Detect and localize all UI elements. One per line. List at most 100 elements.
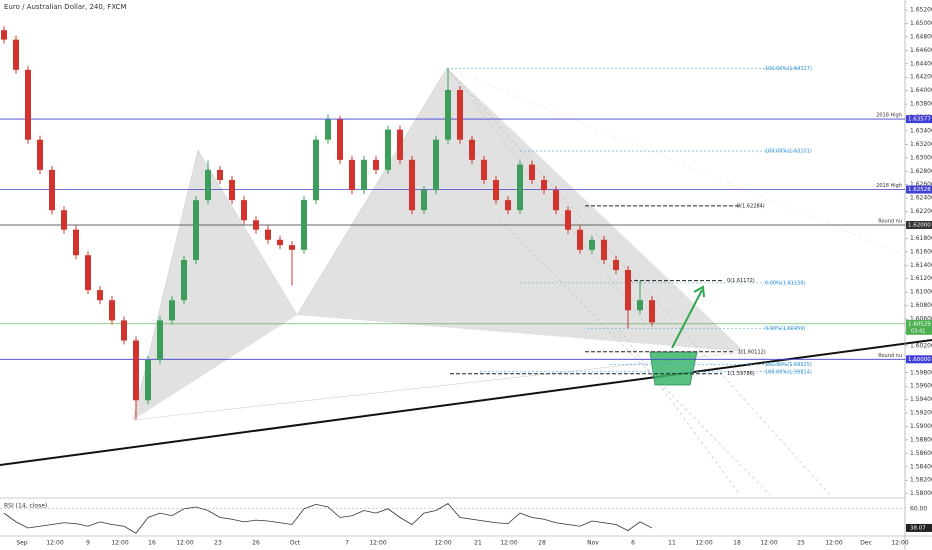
y-tick-label: 1.61400 xyxy=(910,262,932,269)
candle-body xyxy=(313,139,319,201)
countdown: 03:41 xyxy=(911,328,925,334)
candle-body xyxy=(37,139,43,170)
y-tick-label: 1.59200 xyxy=(910,410,932,417)
candle-body xyxy=(637,300,643,311)
y-tick-label: 1.62400 xyxy=(910,195,932,202)
level-name: 2018 High xyxy=(876,113,902,119)
candle-body xyxy=(169,300,175,321)
x-tick-label: 28 xyxy=(538,540,546,547)
candle-body xyxy=(193,200,199,260)
x-tick-label: 12:00 xyxy=(369,540,386,547)
level-name: Round nu xyxy=(878,218,902,224)
y-tick-label: 1.63200 xyxy=(910,141,932,148)
target-zone xyxy=(649,351,698,386)
y-tick-label: 1.61200 xyxy=(910,275,932,282)
y-tick-label: 1.61000 xyxy=(910,289,932,296)
y-tick-label: 1.58600 xyxy=(910,450,932,457)
level-price-box xyxy=(906,355,932,364)
candle-body xyxy=(649,300,655,323)
candle-body xyxy=(13,39,19,70)
x-tick-label: 12:00 xyxy=(500,540,517,547)
y-tick-label: 1.58200 xyxy=(910,477,932,484)
candle-body xyxy=(61,210,67,230)
rsi-value-label: 38.07 xyxy=(910,525,926,531)
y-tick-label: 1.62600 xyxy=(910,181,932,188)
y-tick-label: 1.59400 xyxy=(910,396,932,403)
x-tick-label: 12:00 xyxy=(176,540,193,547)
candle-body xyxy=(289,245,295,250)
x-tick-label: 7 xyxy=(345,540,349,547)
x-tick-label: 12:00 xyxy=(111,540,128,547)
y-tick-label: 1.64800 xyxy=(910,33,932,40)
candle-body xyxy=(145,359,151,401)
candle-body xyxy=(433,139,439,191)
trend-line xyxy=(0,339,932,466)
x-tick-label: Sep xyxy=(16,540,28,547)
level-price-label: 1.62528 xyxy=(908,187,931,193)
y-tick-label: 1.62800 xyxy=(910,168,932,175)
harmonic-outline xyxy=(132,351,746,421)
x-tick-label: Dec xyxy=(860,540,872,547)
candle-body xyxy=(73,229,79,256)
y-tick-label: 1.59600 xyxy=(910,383,932,390)
level-price-box xyxy=(906,220,932,229)
x-tick-label: 18 xyxy=(733,540,741,547)
y-tick-label: 1.59000 xyxy=(910,423,932,430)
candle-body xyxy=(541,179,547,191)
candle-body xyxy=(481,159,487,180)
harmonic-triangle xyxy=(133,150,297,420)
candle-body xyxy=(1,30,7,40)
candle-body xyxy=(529,164,535,180)
fib-label: 1(1.59786) xyxy=(727,371,755,377)
fib-label: 100.00%(1.63101) xyxy=(765,149,812,155)
x-tick-label: 12:00 xyxy=(46,540,63,547)
y-tick-label: 1.64000 xyxy=(910,87,932,94)
x-tick-label: 12:00 xyxy=(434,540,451,547)
fib-label: 0.00%(1.61138) xyxy=(765,280,806,286)
candle-body xyxy=(565,210,571,230)
candle-body xyxy=(409,159,415,211)
candle-body xyxy=(517,164,523,211)
fib-label: 100.00%(1.64327) xyxy=(765,66,812,72)
candle-body xyxy=(349,159,355,191)
y-tick-label: 1.62200 xyxy=(910,208,932,215)
x-tick-label: 12:00 xyxy=(891,540,908,547)
candle-body xyxy=(205,169,211,201)
current-price-label: 1.60529 xyxy=(908,321,931,327)
x-tick-label: 26 xyxy=(252,540,260,547)
arrow-head xyxy=(693,285,705,298)
candle-body xyxy=(613,259,619,270)
level-price-box xyxy=(906,115,932,124)
candle-body xyxy=(421,190,427,211)
rsi-title: RSI (14, close) xyxy=(4,503,47,510)
candle-body xyxy=(589,239,595,250)
candle-body xyxy=(553,190,559,211)
candle-body xyxy=(469,139,475,160)
x-tick-label: 23 xyxy=(214,540,222,547)
candle-body xyxy=(49,169,55,211)
level-name: Round nu xyxy=(878,353,902,359)
y-tick-label: 1.61800 xyxy=(910,235,932,242)
level-name: 2018 High xyxy=(876,183,902,189)
fib-label: 1(1.60112) xyxy=(738,349,766,355)
y-tick-label: 1.64600 xyxy=(910,47,932,54)
y-tick-label: 1.58800 xyxy=(910,436,932,443)
x-tick-label: 16 xyxy=(148,540,156,547)
rsi-line xyxy=(3,502,653,534)
y-tick-label: 1.61600 xyxy=(910,248,932,255)
level-price-label: 1.60000 xyxy=(908,357,931,363)
y-tick-label: 1.63800 xyxy=(910,101,932,108)
candle-body xyxy=(157,320,163,360)
y-tick-label: 1.60800 xyxy=(910,302,932,309)
candle-body xyxy=(25,69,31,140)
candle-body xyxy=(85,255,91,291)
x-tick-label: Nov xyxy=(587,540,599,547)
y-tick-label: 1.65000 xyxy=(910,20,932,27)
y-tick-label: 1.60600 xyxy=(910,316,932,323)
chart-title: Euro / Australian Dollar, 240, FXCM xyxy=(4,3,127,11)
y-tick-label: 1.64400 xyxy=(910,60,932,67)
candle-body xyxy=(625,269,631,311)
candle-body xyxy=(121,320,127,341)
